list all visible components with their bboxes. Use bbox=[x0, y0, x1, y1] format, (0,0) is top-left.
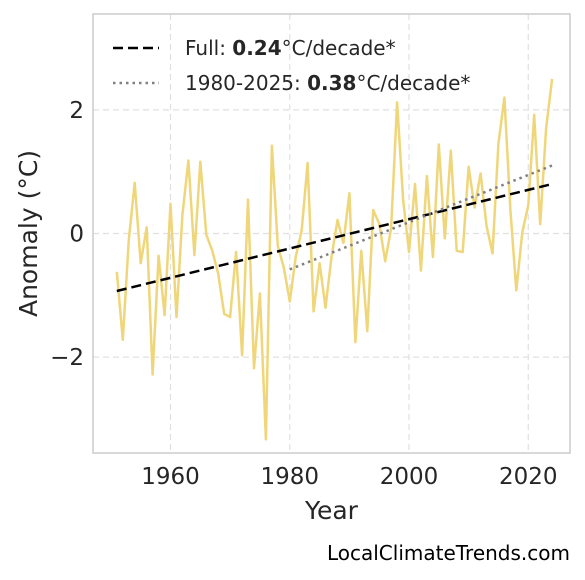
legend-entry-recent: 1980-2025: 0.38°C/decade* bbox=[185, 71, 470, 95]
legend-suffix-full: °C/decade* bbox=[282, 36, 396, 60]
y-axis-ticks: −2 0 2 bbox=[50, 98, 84, 371]
x-tick-label: 1960 bbox=[141, 464, 200, 490]
grid bbox=[93, 14, 570, 453]
legend: Full: 0.24°C/decade* 1980-2025: 0.38°C/d… bbox=[113, 36, 470, 95]
legend-value-recent: 0.38 bbox=[307, 71, 356, 95]
x-tick-label: 2000 bbox=[380, 464, 439, 490]
x-tick-label: 2020 bbox=[499, 464, 558, 490]
y-tick-label: 0 bbox=[69, 222, 84, 248]
y-tick-label: 2 bbox=[69, 98, 84, 124]
anomaly-line bbox=[115, 78, 554, 441]
series-layer bbox=[115, 78, 554, 441]
legend-prefix-recent: 1980-2025: bbox=[185, 71, 307, 95]
trend-recent-line bbox=[289, 164, 553, 271]
y-tick-label: −2 bbox=[50, 345, 84, 371]
plot-area-frame bbox=[92, 13, 571, 454]
site-credit: LocalClimateTrends.com bbox=[327, 541, 570, 565]
y-axis-label: Anomaly (°C) bbox=[14, 150, 43, 317]
legend-entry-full: Full: 0.24°C/decade* bbox=[185, 36, 396, 60]
legend-suffix-recent: °C/decade* bbox=[356, 71, 470, 95]
legend-value-full: 0.24 bbox=[232, 36, 281, 60]
legend-prefix-full: Full: bbox=[185, 36, 232, 60]
x-axis-label: Year bbox=[304, 496, 359, 525]
x-axis-ticks: 1960 1980 2000 2020 bbox=[141, 464, 557, 490]
x-tick-label: 1980 bbox=[260, 464, 319, 490]
